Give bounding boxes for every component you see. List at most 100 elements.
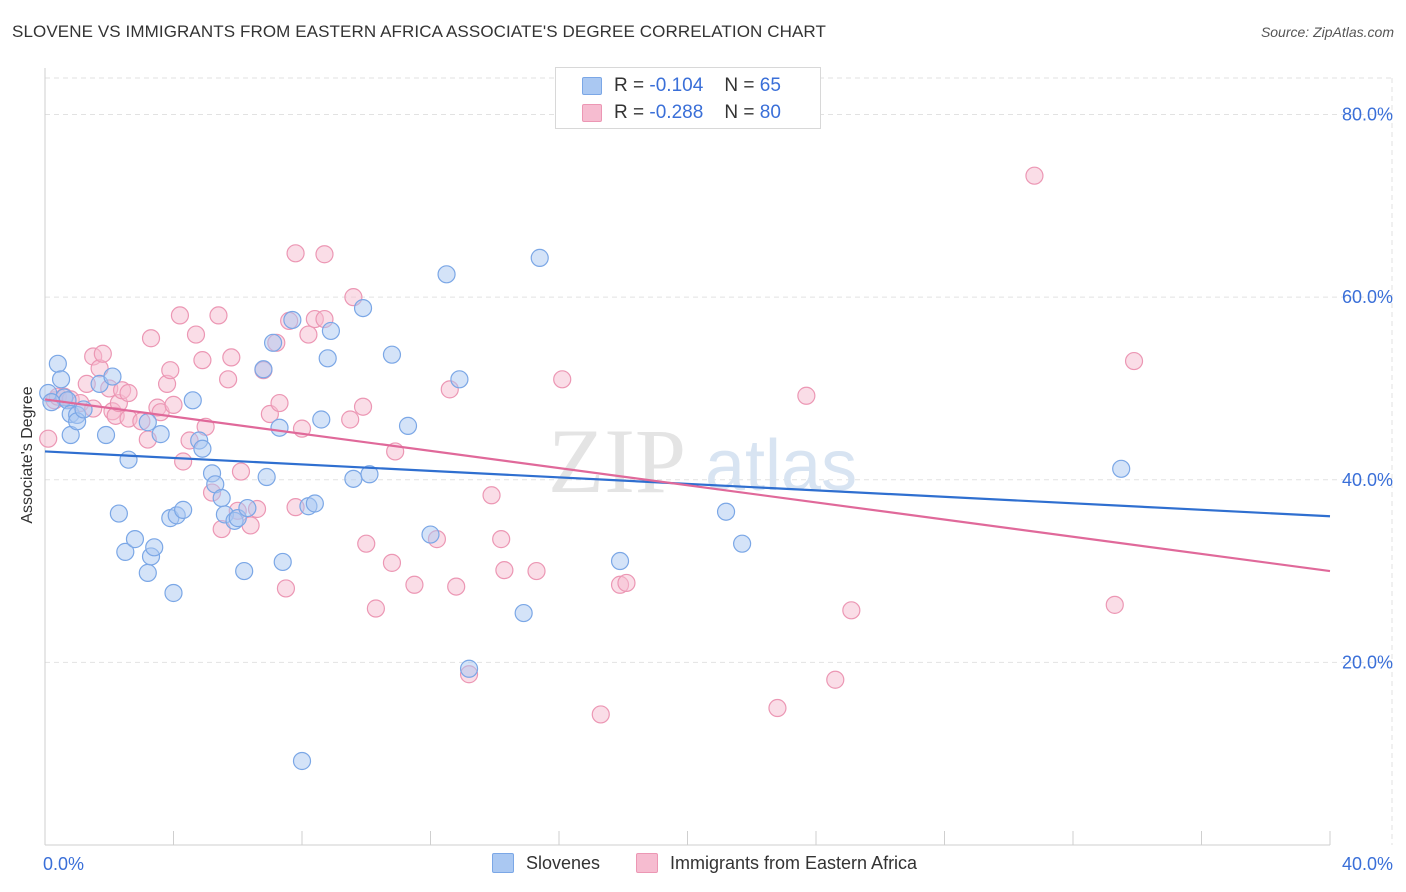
eastern-africa-point xyxy=(315,245,334,264)
eastern-africa-point xyxy=(141,329,161,348)
slovene-point xyxy=(437,265,456,284)
bottom-legend-label-slovenes: Slovenes xyxy=(526,853,601,873)
eastern-africa-trend-line xyxy=(44,398,1331,573)
eastern-africa-point xyxy=(39,429,58,448)
slovene-point xyxy=(145,538,164,557)
slovene-point xyxy=(257,467,276,487)
slovene-point xyxy=(360,465,379,484)
eastern-africa-point xyxy=(405,575,424,594)
slovene-point xyxy=(164,583,183,603)
eastern-africa-point xyxy=(1025,166,1044,185)
series-eastern-africa-points xyxy=(39,166,1144,724)
watermark-atlas: atlas xyxy=(705,426,857,506)
slovene-point xyxy=(48,354,67,373)
slovenes-trend-line xyxy=(44,450,1331,518)
slovene-point xyxy=(514,603,533,623)
legend-r-label: R = xyxy=(614,75,645,96)
bottom-legend-swatch-slovenes xyxy=(492,853,514,873)
legend-r-value: -0.288 xyxy=(649,102,704,123)
x-tick-label: 0.0% xyxy=(43,854,84,874)
eastern-africa-point xyxy=(366,599,385,618)
eastern-africa-point xyxy=(482,486,501,505)
eastern-africa-point xyxy=(276,579,296,598)
slovene-point xyxy=(530,248,549,267)
legend-n-label: N = xyxy=(724,102,755,123)
slovene-point xyxy=(1112,459,1131,478)
slovene-point xyxy=(103,367,122,386)
slovene-point xyxy=(318,349,337,368)
eastern-africa-point xyxy=(495,561,514,580)
eastern-africa-point xyxy=(797,386,816,405)
eastern-africa-point xyxy=(270,393,289,413)
slovene-point xyxy=(398,416,418,435)
eastern-africa-point xyxy=(341,410,360,429)
slovene-point xyxy=(382,345,402,364)
eastern-africa-point xyxy=(447,577,466,596)
eastern-africa-point xyxy=(161,361,180,380)
eastern-africa-point xyxy=(553,370,572,389)
eastern-africa-point xyxy=(357,534,376,553)
legend-swatch-slovenes xyxy=(582,77,602,95)
eastern-africa-point xyxy=(382,553,402,572)
slovene-point xyxy=(353,299,373,318)
slovene-point xyxy=(263,333,283,352)
slovene-point xyxy=(254,360,273,379)
eastern-africa-point xyxy=(842,601,861,620)
axes xyxy=(44,68,1331,846)
eastern-africa-point xyxy=(353,397,373,416)
slovene-point xyxy=(116,542,135,561)
slovene-point xyxy=(183,391,202,410)
eastern-africa-point xyxy=(231,462,251,481)
eastern-africa-point xyxy=(193,351,212,370)
legend-n-value: 65 xyxy=(759,75,781,96)
slovene-point xyxy=(321,321,341,341)
slovene-point xyxy=(193,439,212,458)
y-tick-label: 40.0% xyxy=(1342,470,1393,490)
slovene-point xyxy=(344,469,363,488)
eastern-africa-point xyxy=(768,698,787,718)
chart-title: SLOVENE VS IMMIGRANTS FROM EASTERN AFRIC… xyxy=(12,22,826,41)
watermark: ZIP atlas xyxy=(548,410,857,512)
slovene-point xyxy=(270,418,289,437)
slovene-point xyxy=(459,659,479,678)
source-label: Source: ZipAtlas.com xyxy=(1260,24,1394,40)
slovene-point xyxy=(119,450,138,469)
slovene-point xyxy=(292,751,312,771)
gridlines xyxy=(45,77,1393,845)
x-tick-label: 40.0% xyxy=(1342,854,1393,874)
slovene-point xyxy=(109,504,128,523)
legend-r-label: R = xyxy=(614,102,645,123)
eastern-africa-point xyxy=(1105,595,1124,614)
slovene-point xyxy=(421,525,440,544)
eastern-africa-point xyxy=(164,395,183,414)
eastern-africa-point xyxy=(617,573,636,593)
legend-swatch-eastern-africa xyxy=(582,104,602,122)
eastern-africa-point xyxy=(170,306,190,325)
slovene-point xyxy=(138,563,157,582)
legend-n-label: N = xyxy=(724,75,755,96)
slovene-point xyxy=(212,488,231,508)
eastern-africa-point xyxy=(222,348,241,367)
legend-n-value: 80 xyxy=(759,102,781,123)
slovene-point xyxy=(450,370,469,389)
slovene-point xyxy=(51,370,71,389)
stats-legend: R = -0.104 N = 65 R = -0.288 N = 80 xyxy=(555,67,821,129)
eastern-africa-point xyxy=(299,325,318,344)
eastern-africa-point xyxy=(209,306,228,325)
eastern-africa-point xyxy=(219,370,238,389)
slovene-point xyxy=(283,310,302,330)
y-tick-label: 60.0% xyxy=(1342,287,1393,307)
y-tick-label: 80.0% xyxy=(1342,105,1393,125)
tick-labels: 20.0% 40.0% 60.0% 80.0% 0.0% 40.0% xyxy=(43,105,1393,874)
eastern-africa-point xyxy=(527,561,546,581)
eastern-africa-point xyxy=(174,452,193,471)
slovene-point xyxy=(96,425,116,445)
slovene-point xyxy=(273,552,292,572)
eastern-africa-point xyxy=(1124,351,1144,371)
eastern-africa-point xyxy=(186,325,206,344)
eastern-africa-point xyxy=(119,383,138,403)
eastern-africa-point xyxy=(286,244,305,263)
slovene-point xyxy=(312,410,331,429)
bottom-legend-swatch-eastern-africa xyxy=(636,853,658,873)
